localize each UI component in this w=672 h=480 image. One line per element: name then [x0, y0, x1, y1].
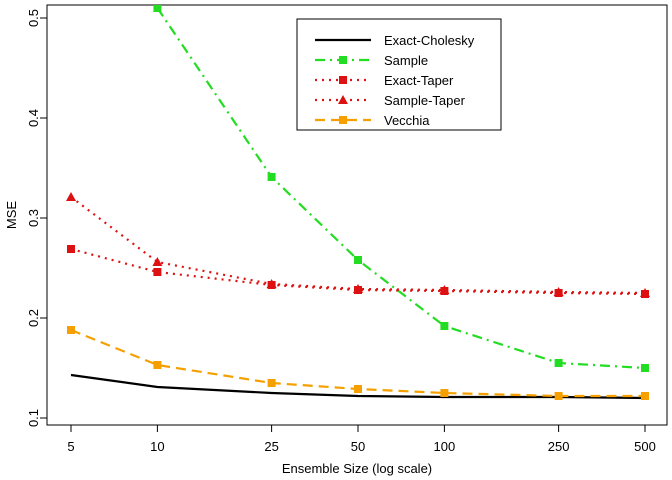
data-point-sample	[267, 173, 276, 181]
data-point-sample-taper	[353, 284, 363, 293]
y-tick-label: 0.4	[26, 109, 41, 127]
y-axis-label: MSE	[4, 201, 19, 230]
series-sample-taper	[66, 192, 650, 297]
data-point-sample	[153, 5, 162, 12]
x-tick-label: 50	[351, 439, 365, 454]
data-point-sample-taper	[152, 257, 163, 266]
data-point-vecchia	[440, 389, 449, 397]
data-point-sample	[554, 359, 563, 367]
x-tick-label: 10	[150, 439, 164, 454]
data-point-sample-taper	[266, 279, 277, 288]
legend-label-exact-cholesky: Exact-Cholesky	[384, 33, 475, 48]
data-point-vecchia	[641, 392, 649, 400]
data-point-exact-taper	[67, 245, 75, 253]
y-axis: 0.1 0.2 0.3 0.4 0.5	[26, 9, 48, 427]
x-tick-label: 250	[548, 439, 570, 454]
legend-label-sample: Sample	[384, 53, 428, 68]
series-line-sample	[156, 7, 646, 370]
x-axis-label: Ensemble Size (log scale)	[282, 461, 432, 476]
legend: Exact-Cholesky Sample Exact-Taper Sample-Ta…	[296, 18, 502, 131]
data-point-vecchia	[267, 379, 276, 387]
data-point-vecchia	[354, 385, 362, 393]
legend-marker-vecchia	[339, 116, 347, 124]
legend-label-sample-taper: Sample-Taper	[384, 93, 466, 108]
y-tick-label: 0.3	[26, 209, 41, 227]
y-tick-label: 0.1	[26, 409, 41, 427]
data-point-sample-taper	[640, 288, 650, 297]
data-point-exact-taper	[153, 268, 162, 276]
x-tick-label: 500	[634, 439, 656, 454]
data-point-sample	[641, 364, 649, 372]
legend-marker-sample	[339, 56, 347, 64]
data-point-vecchia	[554, 392, 563, 400]
legend-label-vecchia: Vecchia	[384, 113, 430, 128]
series-layer	[66, 5, 650, 400]
x-tick-label: 100	[434, 439, 456, 454]
y-tick-label: 0.5	[26, 9, 41, 27]
data-point-sample	[354, 256, 362, 264]
x-tick-label: 25	[264, 439, 278, 454]
series-line-sample-taper	[70, 196, 646, 295]
legend-marker-exact-taper	[339, 76, 347, 84]
x-axis: 5 10 25 50 100 250 500	[67, 424, 656, 454]
data-point-sample	[440, 322, 449, 330]
legend-label-exact-taper: Exact-Taper	[384, 73, 454, 88]
data-point-vecchia	[153, 361, 162, 369]
series-sample	[153, 5, 649, 372]
data-point-vecchia	[67, 326, 75, 334]
legend-box	[296, 18, 502, 131]
series-vecchia	[67, 326, 649, 400]
x-tick-label: 5	[67, 439, 74, 454]
y-tick-label: 0.2	[26, 309, 41, 327]
data-point-sample-taper	[553, 287, 564, 296]
legend-marker-sample-taper	[338, 95, 348, 104]
data-point-sample-taper	[439, 285, 450, 294]
data-point-sample-taper	[66, 192, 76, 201]
